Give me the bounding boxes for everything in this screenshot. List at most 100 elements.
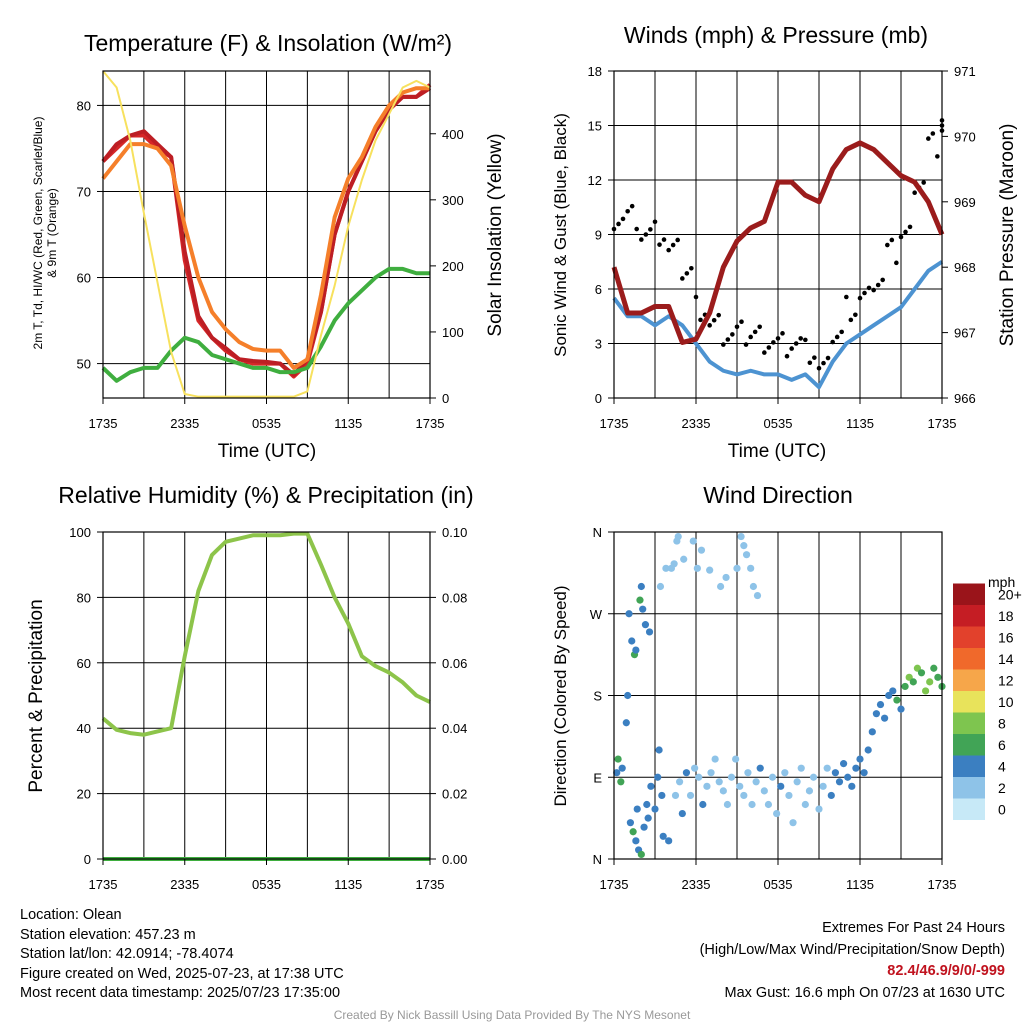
wind-xtick-label: 0535 <box>764 416 793 431</box>
temp-xlabel: Time (UTC) <box>218 441 317 462</box>
colorbar-label: 4 <box>998 758 1006 774</box>
extremes-title: Extremes For Past 24 Hours <box>822 920 1005 936</box>
dir-point <box>676 778 684 786</box>
rh-grid <box>103 532 430 859</box>
dir-colorbar: mph 0 2 4 6 8 10 12 14 16 18 20+ <box>953 574 1022 820</box>
dir-point <box>680 555 688 563</box>
wind-gust-point <box>657 242 662 247</box>
dir-point <box>632 837 640 845</box>
dir-point <box>893 696 901 704</box>
dir-point <box>901 682 909 691</box>
wind-gust-point <box>730 332 735 337</box>
dir-point <box>647 782 655 790</box>
dir-point <box>640 823 648 831</box>
wind-gust-point <box>766 345 772 350</box>
colorbar-label: 0 <box>998 801 1006 817</box>
dir-point <box>639 605 647 613</box>
dir-point <box>909 678 917 686</box>
dir-point <box>844 773 852 781</box>
wind-gust-point <box>775 336 781 341</box>
dir-point <box>819 782 827 790</box>
colorbar-label: 16 <box>998 629 1014 645</box>
dir-point <box>760 787 768 795</box>
temp-frame <box>102 70 431 399</box>
wind-gust-point <box>885 242 890 248</box>
dir-point <box>626 819 634 827</box>
colorbar-label: 12 <box>998 672 1014 688</box>
dir-point <box>644 814 652 822</box>
dir-point <box>768 773 777 781</box>
dir-point <box>876 700 885 709</box>
temp-chart: 50 60 70 80 0 100 200 300 400 1735 2335 0535 1135 173… <box>31 70 506 462</box>
colorbar-swatch <box>953 669 985 691</box>
wind-gust-point <box>853 312 858 318</box>
dir-point <box>671 791 680 800</box>
dir-grid <box>614 532 942 859</box>
temp-series <box>101 70 432 398</box>
wind-chart: 0 3 6 9 12 15 18 966 967 968 969 970 971 1735 2335 0535… <box>551 64 1018 462</box>
wind-ylabel-right: Station Pressure (Maroon) <box>997 124 1018 347</box>
rh-ytick-label: 40 <box>77 721 91 736</box>
extremes-legend: (High/Low/Max Wind/Precipitation/Snow De… <box>699 941 1005 958</box>
footer-info: Location: Olean Station elevation: 457.2… <box>20 906 344 1004</box>
dir-point <box>707 769 715 777</box>
dir-point <box>658 791 666 800</box>
dir-point <box>856 755 864 763</box>
dir-xtick-label: 1735 <box>600 877 629 892</box>
dir-point <box>793 778 801 786</box>
wind-gust-point <box>643 232 649 237</box>
dir-point <box>840 760 848 768</box>
dir-point <box>693 564 701 572</box>
dir-point <box>773 809 781 818</box>
wind-gust-point <box>789 346 794 351</box>
wind-gust-point <box>757 324 762 330</box>
dir-point <box>744 769 752 777</box>
dir-point <box>868 728 876 736</box>
temp-y2tick-label: 400 <box>442 127 464 142</box>
wind-gust-point <box>894 260 899 266</box>
colorbar-label: 14 <box>998 651 1014 667</box>
rh-y2tick-label: 0.08 <box>442 590 467 605</box>
dir-point <box>723 800 732 809</box>
rh-y2tick-label: 0.10 <box>442 525 467 540</box>
dir-point <box>809 773 818 781</box>
wind-gust-point <box>880 277 885 283</box>
dir-point <box>889 687 897 695</box>
wind-gust-point <box>821 360 826 366</box>
dir-point <box>625 610 633 618</box>
dir-point <box>632 646 640 654</box>
rh-xtick-label: 1135 <box>334 877 362 892</box>
wind-gust-point <box>825 355 831 361</box>
wind-gust-point <box>680 276 685 281</box>
colorbar-swatch <box>953 648 985 670</box>
wind-gust-point <box>748 334 753 340</box>
wind-gust-point <box>780 331 785 336</box>
dir-point <box>624 691 632 700</box>
wind-gust-point <box>830 339 835 345</box>
dir-point <box>617 778 625 786</box>
colorbar-label: 20+ <box>998 586 1022 602</box>
temp-xtick-label: 1735 <box>416 416 445 431</box>
wind-gust-point <box>784 353 790 359</box>
dir-point <box>922 687 930 695</box>
dir-point <box>926 678 934 686</box>
temp-ytick-label: 60 <box>77 271 91 286</box>
wind-gust-point <box>803 337 808 343</box>
colorbar-swatch <box>953 755 985 777</box>
wind-gust-point <box>716 312 721 318</box>
wind-ytick-label: 15 <box>588 119 602 134</box>
temp-series-4 <box>102 70 431 398</box>
rh-y2tick-label: 0.00 <box>442 852 467 867</box>
dir-point <box>618 764 626 772</box>
dir-point <box>733 564 741 572</box>
wind-gust-point <box>862 290 867 296</box>
colorbar-swatch <box>953 712 985 734</box>
dir-point <box>753 591 762 600</box>
temp-ylabel-line1: 2m T, Td, HI/WC (Red, Green, Scarlet/Blu… <box>31 117 45 350</box>
wind-frame <box>613 70 943 399</box>
footer-extremes: Extremes For Past 24 Hours (High/Low/Max… <box>700 918 1005 1004</box>
dir-point <box>848 782 856 790</box>
wind-gust-point <box>666 247 671 253</box>
temp-xtick-label: 0535 <box>252 416 281 431</box>
dir-point <box>699 800 707 809</box>
